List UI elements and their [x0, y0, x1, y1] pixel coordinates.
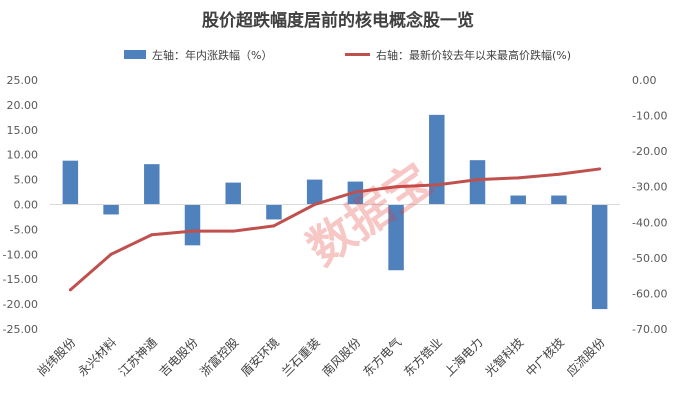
bar-东方电气 — [388, 204, 404, 271]
category-label: 浙富控股 — [197, 335, 242, 380]
bar-东方锆业 — [429, 114, 445, 205]
category-label: 南风股份 — [319, 335, 364, 380]
watermark: 数据宝 — [297, 152, 441, 275]
line-point-江苏神通 — [150, 233, 154, 237]
bar-上海电力 — [469, 160, 486, 205]
right-axis: 0.00 -10.00 -20.00 -30.00 -40.00 -50.00 -60.00… — [632, 74, 667, 336]
left-axis: 25.00 20.00 15.00 10.00 5.00 0.00 -5.00 -10.00 -… — [3, 74, 38, 336]
right-axis-tick-label: 0.00 — [632, 74, 657, 87]
left-axis-tick-label: 5.00 — [14, 174, 39, 187]
line-point-浙富控股 — [231, 229, 235, 233]
bar-尚纬股份 — [62, 160, 79, 205]
bar-兰石重装 — [306, 179, 323, 205]
chart-title: 股价超跌幅度居前的核电概念股一览 — [202, 10, 474, 31]
line-point-盾安环境 — [272, 224, 276, 228]
category-label: 永兴材料 — [75, 335, 119, 379]
line-point-东方电气 — [394, 185, 398, 189]
bar-光智科技 — [510, 195, 526, 205]
left-axis-tick-label: 10.00 — [7, 149, 39, 162]
category-label: 东方电气 — [360, 335, 405, 380]
category-label: 光智科技 — [482, 335, 527, 380]
left-axis-tick-label: -20.00 — [3, 298, 38, 311]
bar-吉电股份 — [184, 204, 201, 246]
bar-盾安环境 — [266, 204, 282, 220]
bar-永兴材料 — [103, 204, 119, 215]
category-label: 盾安环境 — [237, 335, 282, 380]
left-axis-tick-label: -15.00 — [3, 273, 38, 286]
category-label: 上海电力 — [441, 335, 486, 380]
line-point-尚纬股份 — [68, 288, 72, 292]
line-point-应流股份 — [598, 167, 602, 171]
left-axis-tick-label: 20.00 — [7, 99, 39, 112]
legend-bar-swatch — [124, 50, 146, 59]
right-axis-tick-label: -50.00 — [632, 252, 667, 265]
right-axis-tick-label: -10.00 — [632, 110, 667, 123]
legend-line-label: 右轴：最新价较去年以来最高价跌幅(%) — [376, 48, 571, 62]
line-point-兰石重装 — [313, 203, 317, 206]
legend: 左轴：年内涨跌幅（%） 右轴：最新价较去年以来最高价跌幅(%) — [124, 48, 571, 62]
right-axis-tick-label: -30.00 — [632, 181, 667, 194]
category-label: 东方锆业 — [400, 335, 445, 380]
category-label: 兰石重装 — [279, 335, 323, 379]
left-axis-tick-label: -5.00 — [10, 223, 38, 236]
right-axis-tick-label: -60.00 — [632, 287, 667, 300]
line-point-吉电股份 — [191, 229, 194, 233]
category-label: 吉电股份 — [157, 335, 201, 379]
category-axis: 尚纬股份永兴材料江苏神通吉电股份浙富控股盾安环境兰石重装南风股份东方电气东方锆业… — [35, 335, 608, 380]
left-axis-tick-label: 25.00 — [7, 74, 39, 87]
legend-bar-label: 左轴：年内涨跌幅（%） — [152, 48, 272, 62]
drawdown-line — [69, 167, 600, 292]
line-point-东方锆业 — [435, 183, 439, 187]
left-axis-tick-label: 0.00 — [14, 199, 39, 212]
right-axis-tick-label: -40.00 — [632, 216, 667, 229]
line-point-南风股份 — [353, 190, 357, 194]
left-axis-tick-label: -10.00 — [3, 248, 38, 261]
line-point-上海电力 — [476, 178, 479, 182]
right-axis-tick-label: -20.00 — [632, 145, 667, 158]
bar-中广核技 — [551, 195, 567, 205]
line-point-中广核技 — [557, 172, 561, 176]
category-label: 应流股份 — [563, 335, 608, 380]
bar-浙富控股 — [225, 182, 241, 205]
category-label: 尚纬股份 — [35, 335, 79, 379]
line-series — [68, 167, 602, 292]
left-axis-tick-label: 15.00 — [7, 124, 39, 137]
right-axis-tick-label: -70.00 — [632, 323, 667, 336]
category-label: 中广核技 — [522, 335, 567, 380]
bar-应流股份 — [591, 204, 608, 310]
line-point-光智科技 — [516, 176, 520, 180]
bar-series — [62, 114, 608, 310]
category-label: 江苏神通 — [116, 335, 160, 379]
line-point-永兴材料 — [109, 252, 113, 256]
bar-江苏神通 — [144, 164, 160, 205]
left-axis-tick-label: -25.00 — [3, 323, 38, 336]
